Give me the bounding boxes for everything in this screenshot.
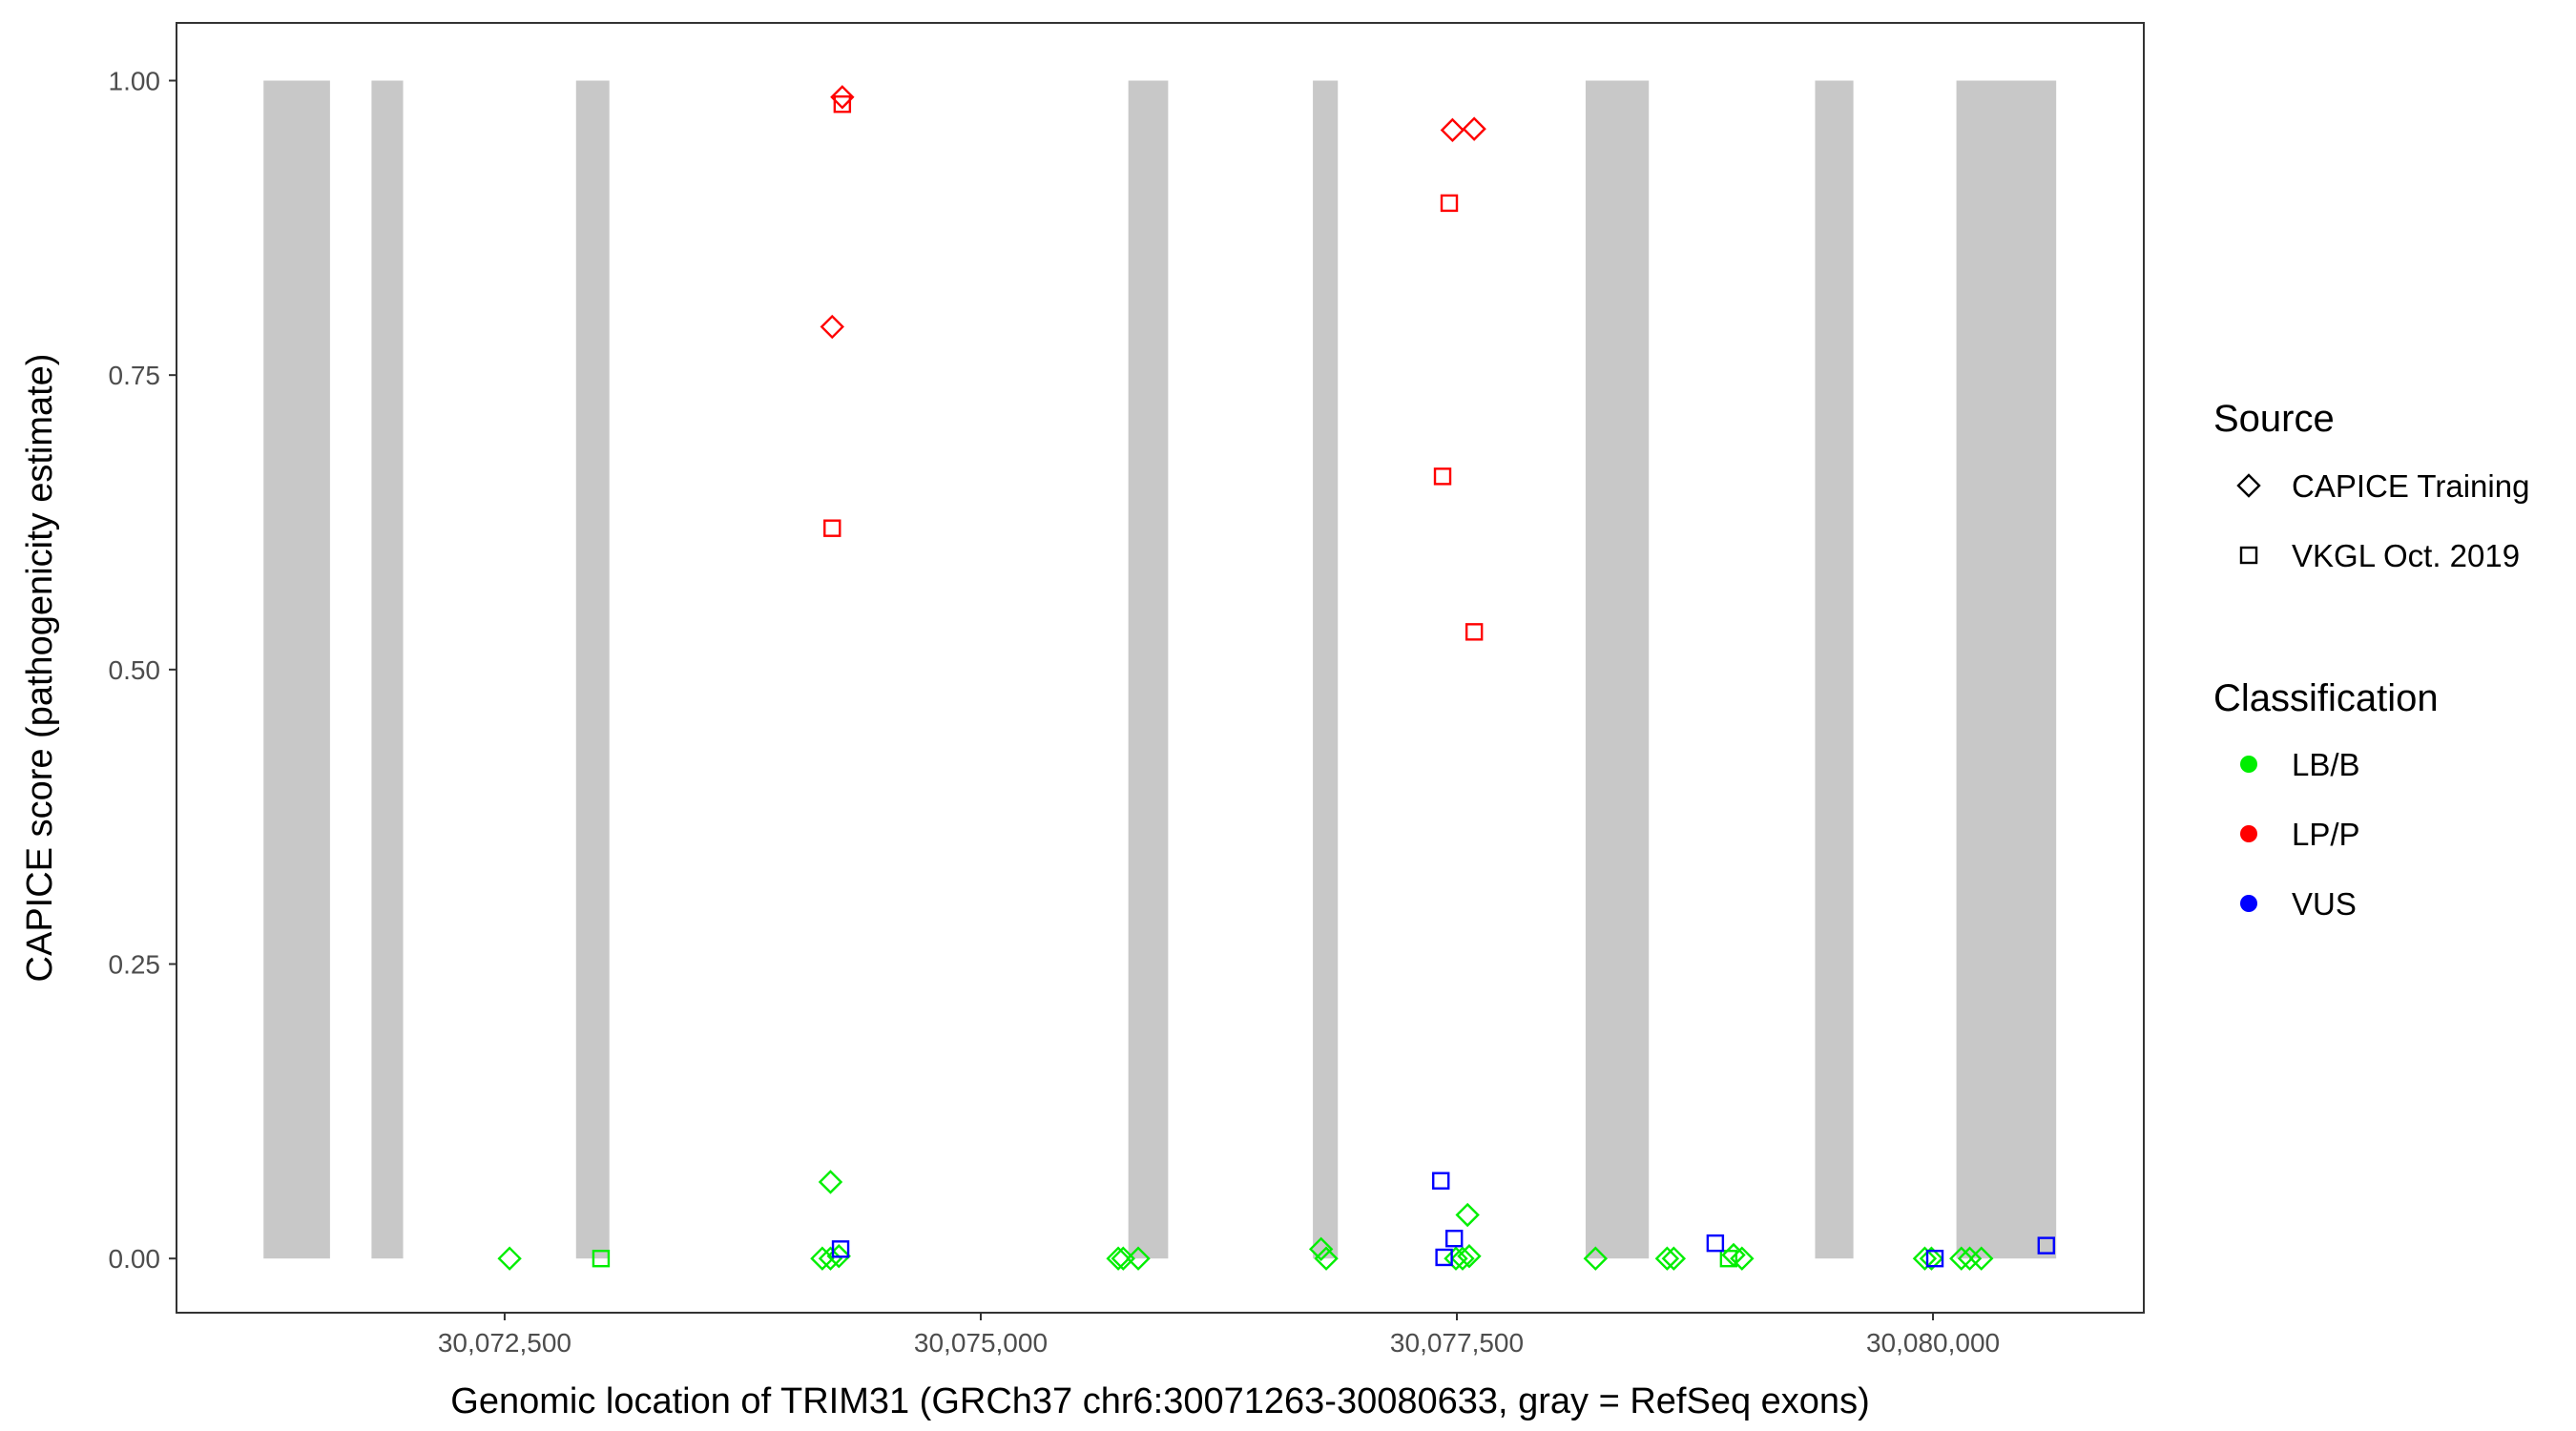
data-point-square xyxy=(823,519,841,537)
data-point-diamond xyxy=(1450,1246,1475,1271)
data-point-diamond xyxy=(1969,1246,1994,1271)
legend-color-dot xyxy=(2240,895,2257,912)
data-point-diamond xyxy=(820,314,844,340)
data-point-square xyxy=(1465,623,1484,641)
data-point-diamond xyxy=(1440,117,1465,143)
data-point-diamond xyxy=(1919,1246,1944,1271)
data-point-diamond xyxy=(1949,1246,1974,1271)
data-point-diamond xyxy=(1661,1246,1687,1271)
exon-band xyxy=(1956,80,2057,1259)
exon-band xyxy=(575,80,610,1259)
legend-square-key xyxy=(2239,546,2258,565)
data-point-diamond xyxy=(818,1170,843,1194)
legend-class-label: LB/B xyxy=(2292,747,2360,782)
exon-band xyxy=(263,80,330,1259)
x-tick-label: 30,072,500 xyxy=(438,1328,571,1358)
data-point-diamond xyxy=(830,85,855,110)
legend-class-label: VUS xyxy=(2292,886,2357,922)
data-point-square xyxy=(1925,1250,1944,1268)
data-point-square xyxy=(831,1240,850,1258)
y-tick-label: 1.00 xyxy=(109,67,161,96)
legend-source-label: CAPICE Training xyxy=(2292,468,2529,504)
plot-panel-border xyxy=(176,22,2145,1314)
x-tick-label: 30,080,000 xyxy=(1866,1328,2000,1358)
data-point-square xyxy=(833,94,852,114)
data-points xyxy=(497,85,2055,1271)
legend-source-label: VKGL Oct. 2019 xyxy=(2292,538,2520,573)
exon-band xyxy=(1585,80,1650,1259)
exon-band xyxy=(371,80,404,1259)
data-point-square xyxy=(1445,1230,1464,1248)
data-point-diamond xyxy=(1314,1246,1339,1271)
x-tick-label: 30,077,500 xyxy=(1390,1328,1524,1358)
data-point-square xyxy=(1706,1234,1725,1253)
y-tick-label: 0.75 xyxy=(109,361,161,390)
data-point-square xyxy=(1432,1172,1450,1190)
data-point-diamond xyxy=(1912,1246,1938,1271)
exon-band xyxy=(1128,80,1169,1259)
y-axis-title: CAPICE score (pathogenicity estimate) xyxy=(20,354,60,983)
legend-source-title: Source xyxy=(2213,398,2335,440)
legend: Source Classification CAPICE Training VKG… xyxy=(2213,398,2529,922)
data-point-square xyxy=(2037,1236,2055,1255)
exon-band xyxy=(1815,80,1854,1259)
data-point-diamond xyxy=(1957,1246,1983,1271)
data-point-diamond xyxy=(1654,1246,1680,1271)
y-axis: 0.00 0.25 0.50 0.75 1.00 xyxy=(109,67,177,1274)
data-point-square xyxy=(1433,467,1452,486)
data-point-diamond xyxy=(818,1246,843,1271)
exon-bands xyxy=(263,80,2057,1259)
legend-color-dot xyxy=(2240,825,2257,842)
legend-color-dot xyxy=(2240,756,2257,773)
data-point-diamond xyxy=(1455,1202,1480,1228)
data-point-diamond xyxy=(1462,116,1486,141)
y-tick-label: 0.50 xyxy=(109,655,161,685)
exon-band xyxy=(1313,80,1339,1259)
x-axis: 30,072,500 30,075,000 30,077,500 30,080,000 xyxy=(438,1313,2000,1358)
legend-diamond-key xyxy=(2236,473,2261,498)
data-point-diamond xyxy=(1444,1246,1468,1271)
x-tick-label: 30,075,000 xyxy=(914,1328,1048,1358)
x-axis-title: Genomic location of TRIM31 (GRCh37 chr6:… xyxy=(450,1381,1869,1421)
data-point-square xyxy=(592,1250,611,1268)
y-tick-label: 0.00 xyxy=(109,1244,161,1274)
legend-classification-title: Classification xyxy=(2213,677,2439,719)
data-point-diamond xyxy=(1126,1246,1151,1271)
data-point-diamond xyxy=(1730,1246,1755,1271)
y-tick-label: 0.25 xyxy=(109,950,161,980)
data-point-diamond xyxy=(1106,1246,1131,1271)
data-point-diamond xyxy=(1583,1246,1609,1271)
data-point-diamond xyxy=(1308,1236,1334,1262)
data-point-square xyxy=(1719,1250,1738,1268)
data-point-square xyxy=(1440,194,1459,213)
data-point-square xyxy=(1435,1248,1453,1267)
data-point-diamond xyxy=(497,1246,522,1271)
data-point-diamond xyxy=(1457,1244,1482,1269)
legend-class-label: LP/P xyxy=(2292,817,2360,852)
